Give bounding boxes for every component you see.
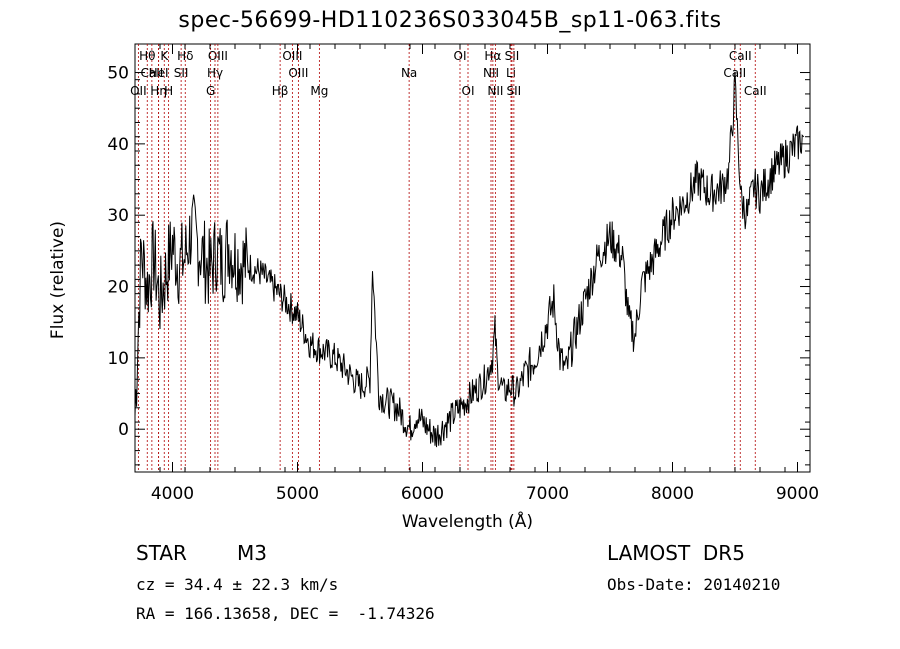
line-label: OI	[454, 49, 467, 63]
chart-title: spec-56699-HD110236S033045B_sp11-063.fit…	[178, 8, 722, 33]
line-label: Mg	[310, 84, 328, 98]
line-label: Hβ	[272, 84, 289, 98]
y-tick-label: 10	[107, 349, 129, 369]
line-label: Hθ	[139, 49, 155, 63]
plot-frame	[134, 43, 811, 473]
line-label: Hδ	[177, 49, 193, 63]
x-tick-label: 6000	[401, 484, 444, 504]
x-tick-label: 5000	[276, 484, 319, 504]
line-label: OIII	[208, 49, 228, 63]
object-class: STAR	[136, 541, 187, 565]
spectrum-line	[134, 71, 805, 448]
x-tick-label: 7000	[526, 484, 569, 504]
object-subclass: M3	[237, 541, 267, 565]
y-tick-label: 50	[107, 64, 129, 84]
x-tick-label: 4000	[151, 484, 194, 504]
survey-label: LAMOST DR5	[607, 541, 745, 565]
line-label: K	[160, 49, 169, 63]
coordinates-text: RA = 166.13658, DEC = -1.74326	[136, 604, 435, 623]
line-label: CaII	[729, 49, 752, 63]
line-label: OI	[462, 84, 475, 98]
y-axis-label: Flux (relative)	[48, 220, 68, 340]
obs-date-text: Obs-Date: 20140210	[607, 575, 781, 594]
x-tick-label: 9000	[776, 484, 819, 504]
y-tick-label: 40	[107, 135, 129, 155]
y-tick-label: 30	[107, 206, 129, 226]
line-label: OII	[130, 84, 147, 98]
line-label: CaII	[744, 84, 767, 98]
y-tick-label: 20	[107, 278, 129, 298]
line-label: SII	[505, 49, 520, 63]
line-label: Hα	[484, 49, 501, 63]
line-label: Na	[401, 66, 417, 80]
x-tick-label: 8000	[651, 484, 694, 504]
line-label: OIII	[282, 49, 302, 63]
line-label: Hη	[150, 84, 167, 98]
line-label: OIII	[288, 66, 308, 80]
line-label: NII	[483, 66, 499, 80]
x-axis-label: Wavelength (Å)	[401, 512, 534, 532]
redshift-text: cz = 34.4 ± 22.3 km/s	[136, 575, 339, 594]
line-label: NII	[487, 84, 503, 98]
line-label: H	[164, 84, 173, 98]
line-label: SII	[174, 66, 189, 80]
line-label: Hγ	[207, 66, 223, 80]
y-tick-label: 0	[118, 420, 129, 440]
line-label: Li	[506, 66, 516, 80]
line-label: G	[206, 84, 215, 98]
line-label: CaII	[140, 66, 163, 80]
line-label: SII	[507, 84, 522, 98]
